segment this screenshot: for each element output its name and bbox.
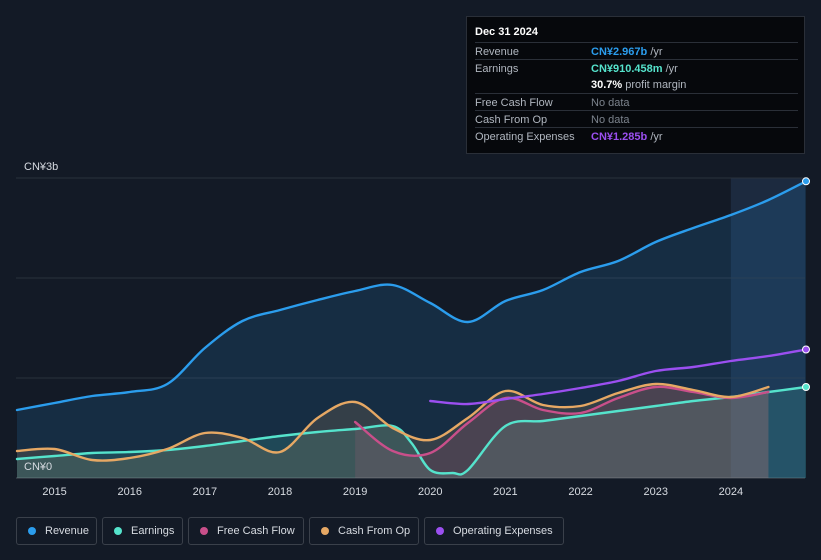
tooltip-label: Operating Expenses <box>475 131 575 143</box>
tooltip-unit: /yr <box>665 63 678 75</box>
tooltip-unit: /yr <box>650 46 663 58</box>
tooltip-label: Revenue <box>475 46 520 58</box>
tooltip-unit: /yr <box>650 131 663 143</box>
x-tick-label: 2024 <box>719 486 743 498</box>
tooltip-label: Cash From Op <box>475 114 548 126</box>
tooltip-row-cfo: Cash From Op No data <box>475 110 798 128</box>
x-tick-label: 2018 <box>268 486 292 498</box>
legend-item-cash-from-op[interactable]: Cash From Op <box>309 517 419 545</box>
tooltip-row-opex: Operating Expenses CN¥1.285b /yr <box>475 127 798 145</box>
operating-expenses-endpoint-marker <box>802 345 810 354</box>
tooltip-row-earnings: Earnings CN¥910.458m /yr <box>475 59 798 77</box>
legend-item-operating-expenses[interactable]: Operating Expenses <box>424 517 564 545</box>
tooltip-value: CN¥2.967b <box>591 46 648 58</box>
tooltip-date: Dec 31 2024 <box>475 26 538 38</box>
tooltip-value: 30.7% <box>591 79 623 91</box>
revenue-area <box>17 181 806 479</box>
legend-label: Operating Expenses <box>453 525 553 537</box>
tooltip-row-margin: 30.7% profit margin <box>475 76 798 93</box>
tooltip-value: CN¥1.285b <box>591 131 648 143</box>
legend-dot-icon <box>321 527 329 535</box>
legend-item-free-cash-flow[interactable]: Free Cash Flow <box>188 517 304 545</box>
x-tick-label: 2016 <box>117 486 141 498</box>
legend-label: Earnings <box>131 525 175 537</box>
x-tick-label: 2023 <box>643 486 667 498</box>
free-cash-flow-line <box>353 385 770 457</box>
legend-item-earnings[interactable]: Earnings <box>102 517 183 545</box>
tooltip-value: No data <box>591 114 630 126</box>
revenue-endpoint-marker <box>802 177 810 186</box>
earnings-area <box>17 387 806 478</box>
series-endpoints <box>802 177 810 391</box>
tooltip-unit: profit margin <box>625 79 687 91</box>
y-axis-top-label: CN¥3b <box>24 161 59 173</box>
earnings-endpoint-marker <box>802 383 810 391</box>
x-tick-label: 2022 <box>568 486 592 498</box>
operating-expenses-line <box>429 348 808 406</box>
legend-label: Free Cash Flow <box>217 525 295 537</box>
cash-from-op-line <box>15 382 770 462</box>
legend-label: Revenue <box>45 525 90 537</box>
cash-from-op-area <box>17 383 769 478</box>
x-tick-label: 2017 <box>193 486 217 498</box>
revenue-line <box>15 180 808 412</box>
tooltip-label: Free Cash Flow <box>475 97 553 109</box>
series-lines <box>15 180 808 476</box>
x-tick-label: 2021 <box>493 486 517 498</box>
series-areas <box>17 181 806 479</box>
legend-item-revenue[interactable]: Revenue <box>16 517 97 545</box>
x-tick-label: 2019 <box>343 486 367 498</box>
y-axis-bottom-label: CN¥0 <box>24 461 53 473</box>
legend-dot-icon <box>28 527 36 535</box>
tooltip-label: Earnings <box>475 63 519 75</box>
gridlines <box>16 177 805 479</box>
legend-label: Cash From Op <box>338 525 411 537</box>
tooltip: Dec 31 2024 Revenue CN¥2.967b /yr Earnin… <box>466 16 805 154</box>
legend-dot-icon <box>436 527 444 535</box>
tooltip-row-fcf: Free Cash Flow No data <box>475 93 798 111</box>
tooltip-value: No data <box>591 97 630 109</box>
free-cash-flow-area <box>355 386 769 478</box>
x-tick-label: 2020 <box>418 486 442 498</box>
legend-dot-icon <box>114 527 122 535</box>
tooltip-row-revenue: Revenue CN¥2.967b /yr <box>475 42 798 60</box>
x-axis-ticks: 2015 2016 2017 2018 2019 2020 2021 2022 2023 2024 <box>42 486 743 498</box>
forecast-highlight-band <box>730 178 805 478</box>
x-tick-label: 2015 <box>42 486 66 498</box>
legend-dot-icon <box>200 527 208 535</box>
tooltip-value: CN¥910.458m <box>591 63 663 75</box>
